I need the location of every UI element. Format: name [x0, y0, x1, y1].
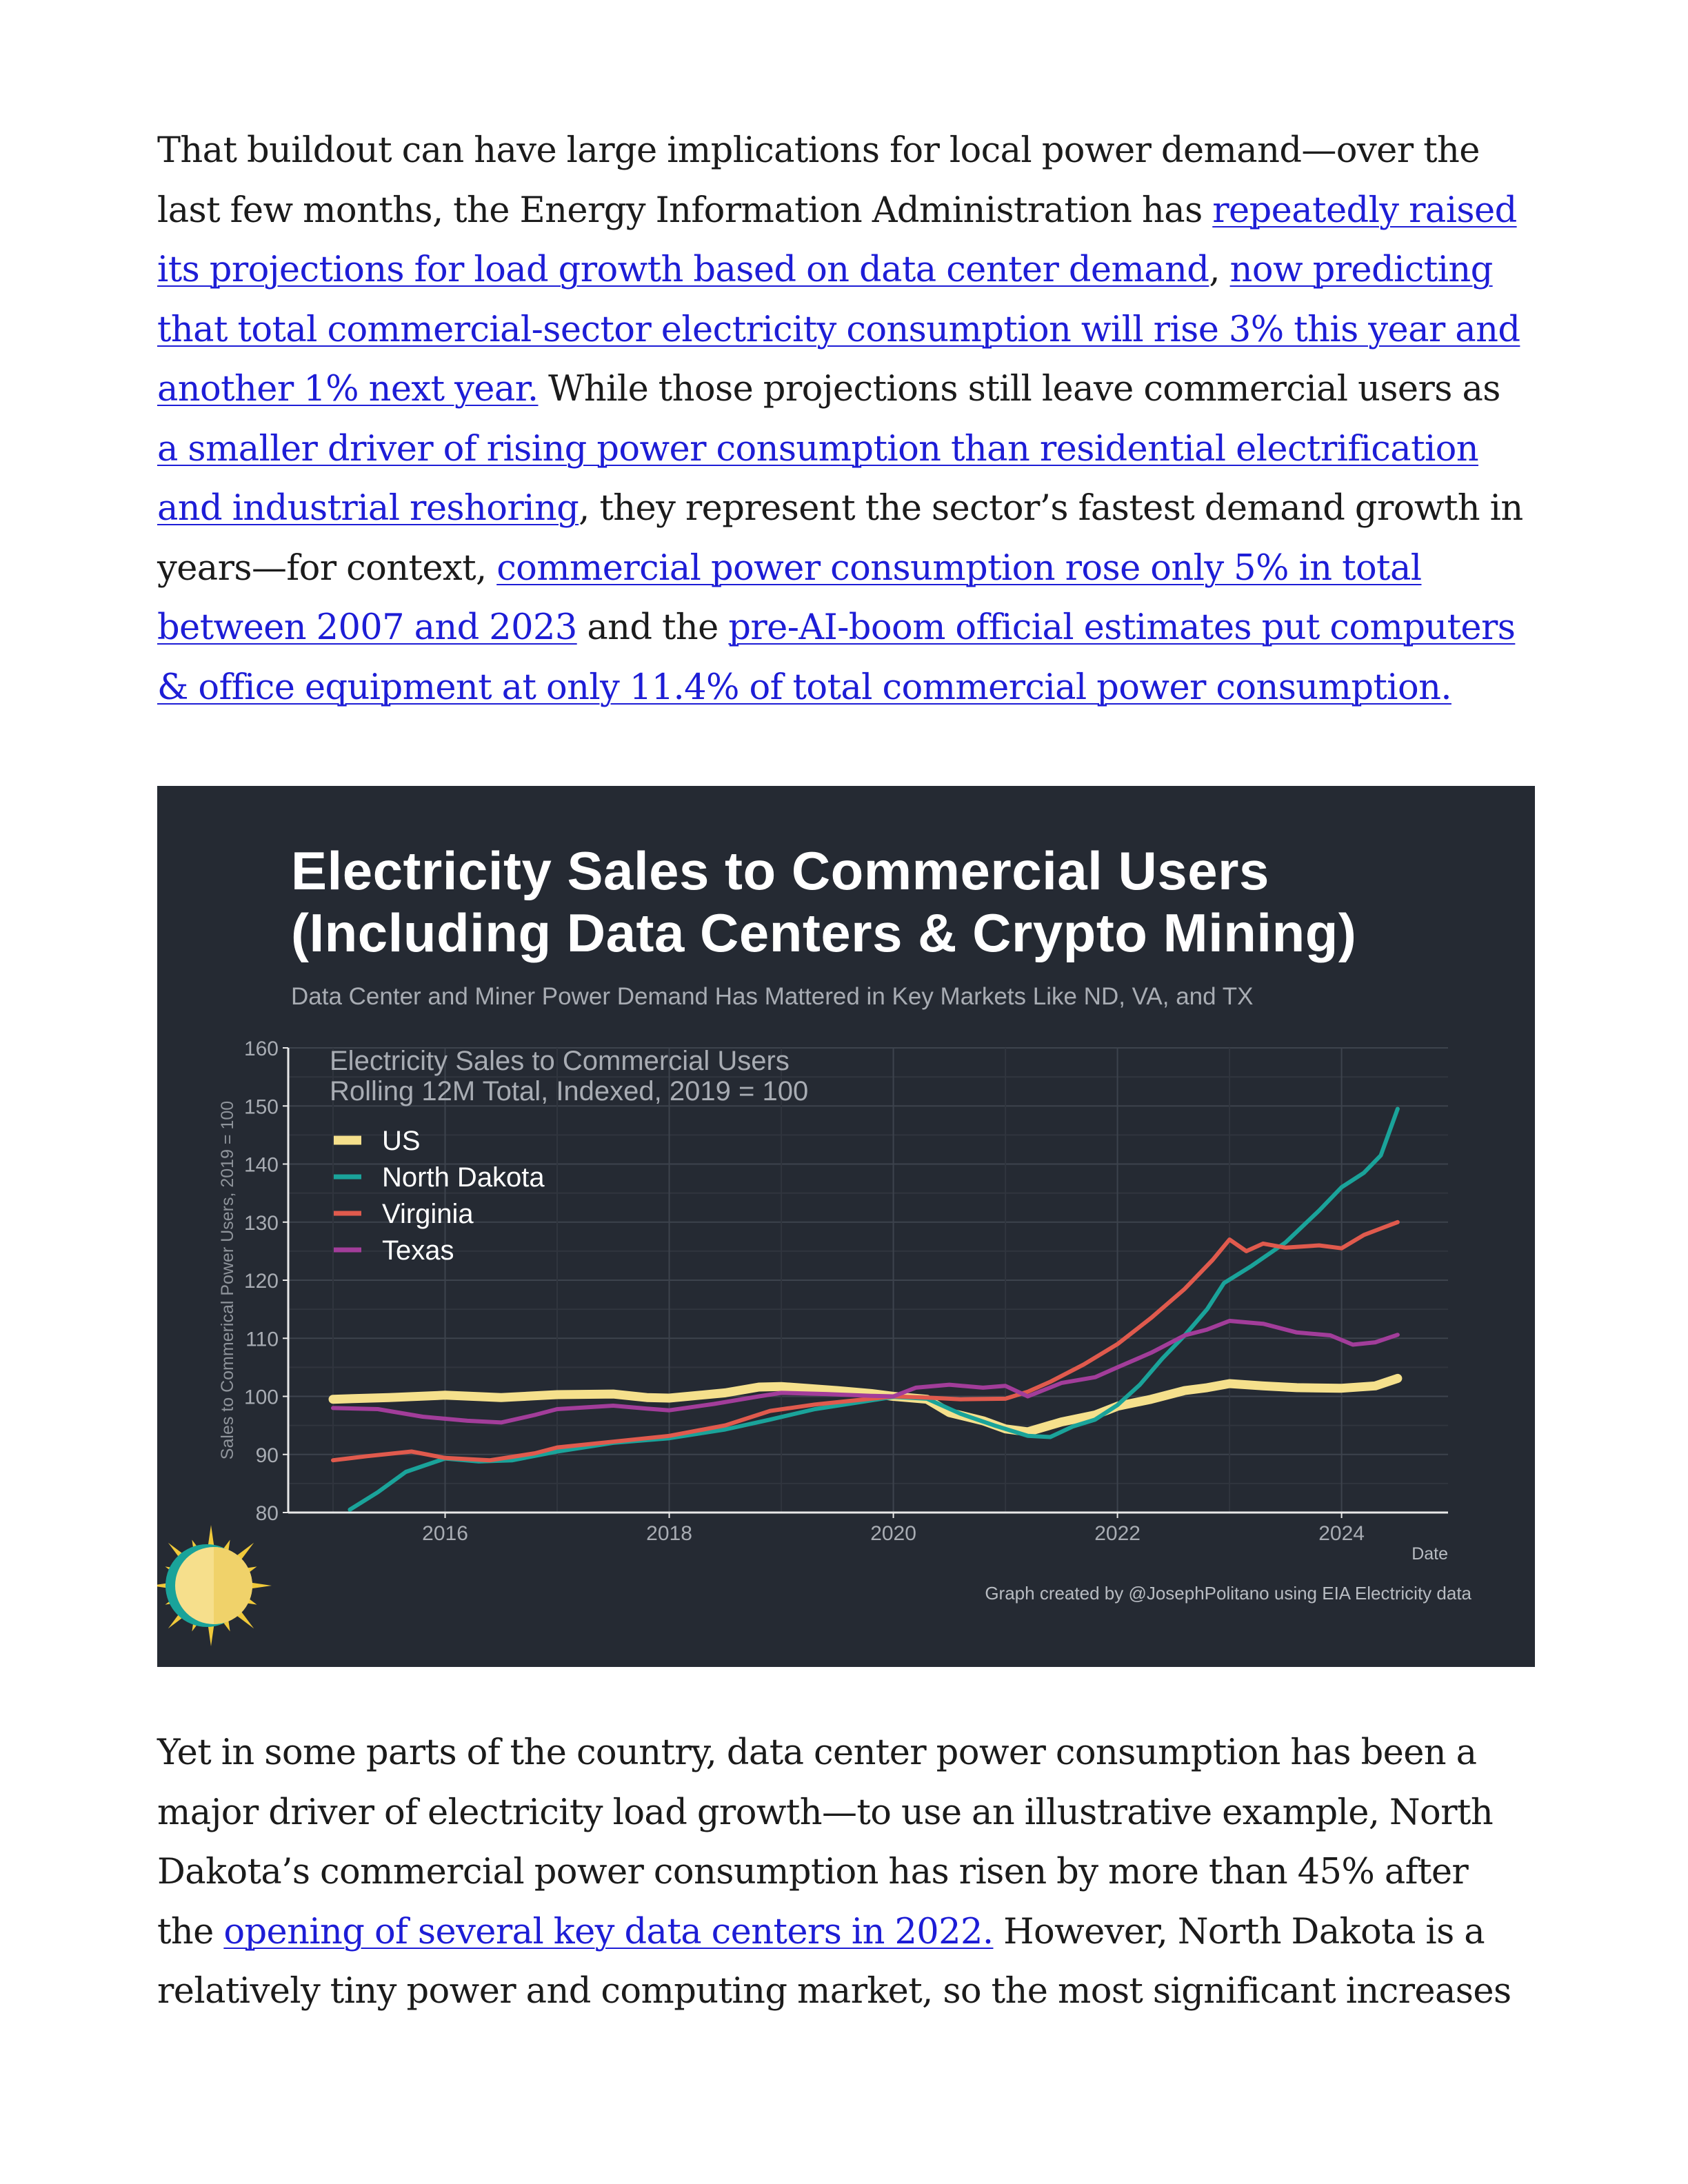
article-link[interactable]: opening of several key data centers in 2…: [223, 1911, 994, 1952]
x-axis-title: Date: [1411, 1544, 1448, 1564]
article-link[interactable]: pre-AI-boom official estimates put compu…: [157, 607, 1516, 708]
paragraph-text: ,: [1209, 250, 1230, 290]
paragraph-text: , they represent the sector’s fastest de…: [157, 488, 1523, 589]
legend-label: Virginia: [382, 1199, 474, 1229]
legend-label: US: [382, 1126, 421, 1156]
y-axis-title: Sales to Commerical Power Users, 2019 = …: [218, 1101, 237, 1459]
grid-lines: [288, 1047, 1448, 1513]
x-tick-label: 2022: [1094, 1522, 1141, 1545]
paragraph-text: Yet in some parts of the country, data c…: [157, 1732, 1494, 1952]
paragraph-intro: That buildout can have large implication…: [157, 121, 1529, 718]
series-lines: [328, 1106, 1403, 1512]
y-tick-label: 150: [244, 1095, 279, 1118]
legend-label: Texas: [382, 1235, 454, 1266]
article-link[interactable]: a smaller driver of rising power consump…: [157, 428, 1479, 529]
x-tick-label: 2016: [422, 1522, 468, 1545]
article-link[interactable]: commercial power consumption rose only 5…: [157, 547, 1422, 649]
series-line-north-dakota: [348, 1106, 1400, 1512]
paragraph-text: While those projections still leave comm…: [538, 369, 1500, 410]
legend-label: North Dakota: [382, 1162, 545, 1193]
y-tick-label: 100: [244, 1386, 279, 1409]
sun-logo-icon: [157, 1525, 272, 1646]
y-tick-label: 80: [256, 1502, 279, 1525]
y-tick-label: 160: [244, 1038, 279, 1060]
paragraph-text: However, North Dakota is a relatively ti…: [157, 1911, 1511, 2012]
series-line-texas: [331, 1319, 1400, 1425]
y-tick-label: 140: [244, 1154, 279, 1177]
x-tick-label: 2020: [870, 1522, 916, 1545]
paragraph-text: and the: [576, 607, 729, 648]
inner-chart-subtitle: Rolling 12M Total, Indexed, 2019 = 100: [330, 1076, 808, 1106]
x-tick-label: 2024: [1318, 1522, 1365, 1545]
series-line-us: [328, 1373, 1403, 1437]
article-link[interactable]: now predicting that total commercial-sec…: [157, 250, 1520, 410]
figure-title-line2: (Including Data Centers & Crypto Mining): [291, 902, 1357, 963]
inner-chart-title: Electricity Sales to Commercial Users: [330, 1046, 790, 1076]
paragraph-north-dakota: Yet in some parts of the country, data c…: [157, 1723, 1529, 2022]
figure-credit: Graph created by @JosephPolitano using E…: [985, 1583, 1471, 1604]
chart-figure: 80 90 100 110 120 130 140 150 160 2016 2018 2020 202…: [157, 786, 1535, 1667]
article-link[interactable]: repeatedly raised its projections for lo…: [157, 190, 1517, 291]
y-tick-label: 130: [244, 1212, 279, 1235]
line-chart: 80 90 100 110 120 130 140 150 160 2016 2018 2020 202…: [157, 1038, 1448, 1646]
paragraph-text: That buildout can have large implication…: [157, 130, 1480, 231]
x-tick-label: 2018: [646, 1522, 692, 1545]
series-line-virginia: [331, 1220, 1400, 1463]
y-tick-label: 120: [244, 1270, 279, 1293]
figure-subtitle: Data Center and Miner Power Demand Has M…: [291, 983, 1254, 1010]
y-tick-label: 110: [245, 1328, 279, 1351]
sun-rays: [157, 1525, 272, 1646]
sun-shade: [214, 1547, 252, 1624]
y-tick-label: 90: [256, 1444, 279, 1467]
figure-title-line1: Electricity Sales to Commercial Users: [291, 840, 1269, 901]
figure-title: Electricity Sales to Commercial Users (I…: [291, 840, 1356, 964]
